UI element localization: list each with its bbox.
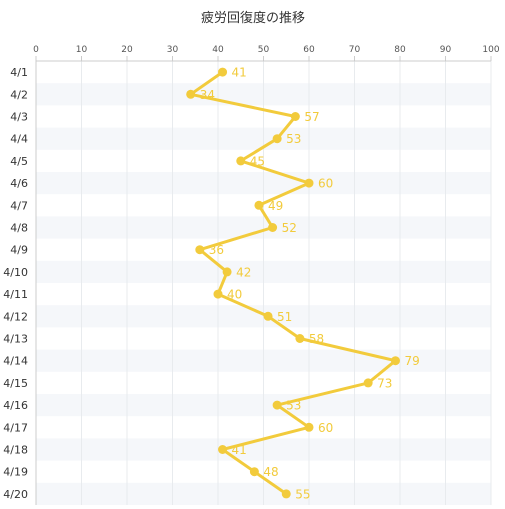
data-point — [390, 356, 400, 366]
data-label: 49 — [268, 199, 283, 213]
y-axis-ticks: 4/1 4/2 4/3 4/4 4/5 4/6 4/7 4/8 4/9 4/10 4/11 4/12 4… — [3, 66, 28, 501]
data-label: 45 — [250, 154, 265, 168]
data-label: 57 — [304, 110, 319, 124]
y-tick-label: 4/3 — [10, 111, 28, 124]
x-tick-label: 20 — [121, 45, 133, 55]
y-tick-label: 4/7 — [10, 199, 28, 212]
y-tick-label: 4/2 — [10, 88, 28, 101]
data-label: 51 — [277, 310, 292, 324]
y-tick-label: 4/10 — [3, 266, 28, 279]
data-label: 73 — [377, 376, 392, 390]
data-label: 58 — [309, 332, 324, 346]
y-tick-label: 4/13 — [3, 333, 28, 346]
data-label: 52 — [282, 221, 297, 235]
data-label: 34 — [200, 88, 215, 102]
data-label: 55 — [295, 487, 310, 501]
data-point — [304, 178, 314, 188]
x-tick-label: 0 — [33, 45, 39, 55]
x-tick-label: 60 — [303, 45, 315, 55]
data-points — [186, 67, 400, 499]
x-tick-label: 30 — [167, 45, 179, 55]
data-point — [263, 311, 273, 321]
data-point — [268, 223, 278, 232]
data-point — [186, 89, 196, 99]
data-point — [213, 289, 223, 299]
y-tick-label: 4/20 — [3, 488, 28, 501]
x-tick-label: 10 — [76, 45, 88, 55]
data-point — [304, 422, 314, 432]
data-point — [295, 334, 305, 343]
x-tick-label: 50 — [258, 45, 270, 55]
chart-title: 疲労回復度の推移 — [201, 10, 305, 26]
data-point — [290, 112, 300, 121]
data-point — [218, 67, 228, 77]
data-label: 40 — [227, 288, 242, 302]
data-label: 53 — [286, 132, 301, 146]
data-point — [195, 245, 205, 255]
data-point — [272, 134, 282, 144]
series-line — [189, 70, 397, 496]
data-point — [254, 200, 264, 210]
x-tick-label: 40 — [212, 45, 224, 55]
y-tick-label: 4/1 — [10, 66, 28, 79]
y-tick-label: 4/6 — [10, 177, 28, 190]
data-point — [249, 467, 259, 477]
x-tick-label: 100 — [482, 45, 499, 55]
y-tick-label: 4/9 — [10, 244, 28, 257]
y-tick-label: 4/14 — [3, 355, 28, 368]
y-tick-label: 4/19 — [3, 466, 28, 479]
data-label: 53 — [286, 399, 301, 413]
y-tick-label: 4/4 — [10, 133, 28, 146]
data-point — [281, 489, 291, 499]
y-tick-label: 4/17 — [3, 421, 28, 434]
x-axis-ticks: 0 10 20 30 40 50 60 70 80 90 100 — [33, 45, 500, 61]
x-tick-label: 90 — [440, 45, 452, 55]
y-tick-label: 4/12 — [3, 310, 28, 323]
data-point — [363, 378, 373, 388]
data-label: 60 — [318, 421, 333, 435]
data-point — [218, 445, 228, 454]
y-tick-label: 4/16 — [3, 399, 28, 412]
data-label: 60 — [318, 177, 333, 191]
data-point — [272, 400, 282, 410]
data-label: 48 — [263, 465, 278, 479]
x-tick-label: 70 — [349, 45, 361, 55]
data-point — [222, 267, 232, 277]
data-label: 36 — [209, 243, 224, 257]
y-tick-label: 4/18 — [3, 444, 28, 457]
y-tick-label: 4/8 — [10, 222, 28, 235]
grid-lines — [81, 61, 492, 505]
data-point — [236, 156, 246, 166]
data-label: 79 — [404, 354, 419, 368]
x-tick-label: 80 — [394, 45, 406, 55]
y-tick-label: 4/5 — [10, 155, 28, 168]
y-tick-label: 4/15 — [3, 377, 28, 390]
data-label: 42 — [236, 265, 251, 279]
y-tick-label: 4/11 — [3, 288, 28, 301]
data-label: 41 — [232, 443, 247, 457]
data-label: 41 — [232, 66, 247, 80]
